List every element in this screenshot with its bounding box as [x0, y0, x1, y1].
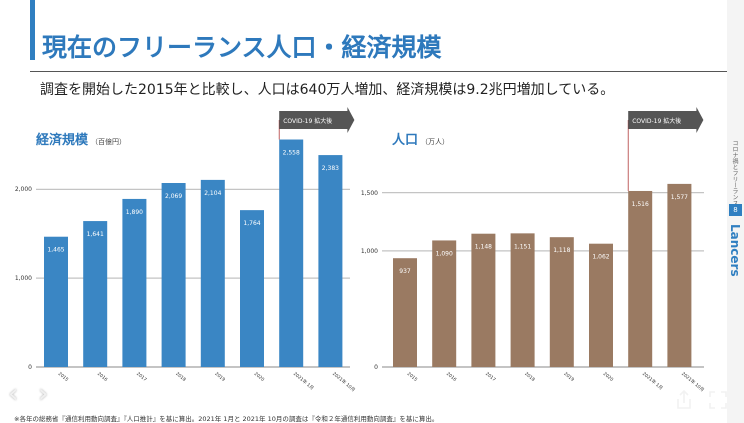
economy-bar [44, 236, 68, 367]
population-x-tick-label: 2017 [484, 371, 497, 383]
population-x-tick-label: 2019 [563, 371, 576, 383]
economy-value-label: 1,641 [87, 231, 104, 238]
population-chart-title-text: 人口 [392, 133, 419, 148]
economy-bar [200, 179, 225, 367]
slide: 現在のフリーランス人口・経済規模 調査を開始した2015年と比較し、人口は640… [0, 0, 727, 423]
page-title: 現在のフリーランス人口・経済規模 [42, 33, 442, 62]
population-bar [628, 190, 653, 367]
side-caption: コロナ禍とフリーランス [731, 140, 738, 206]
title-accent-bar [30, 0, 35, 60]
economy-value-label: 2,104 [204, 190, 221, 197]
population-bar [432, 240, 457, 367]
population-chart-unit: （万人） [421, 138, 450, 146]
economy-bar [83, 221, 108, 367]
economy-covid-label: COVID-19 拡大後 [283, 117, 332, 125]
population-y-tick-label: 0 [374, 364, 378, 371]
economy-chart-title-text: 経済規模 [36, 133, 89, 148]
economy-bar-chart: 01,0002,0001,46520151,64120161,89020172,… [15, 107, 357, 393]
population-covid-label: COVID-19 拡大後 [632, 117, 681, 125]
population-bar [393, 258, 417, 367]
population-bar [510, 233, 535, 367]
population-bar [471, 233, 496, 367]
economy-bar [122, 198, 147, 367]
population-value-label: 1,090 [436, 250, 453, 257]
population-y-tick-label: 1,500 [361, 190, 378, 197]
economy-bar [161, 183, 186, 367]
page-number-badge: 8 [729, 204, 742, 216]
share-button[interactable] [672, 388, 696, 412]
population-covid-arrow [628, 107, 704, 133]
economy-value-label: 2,383 [322, 165, 339, 172]
population-x-tick-label: 2020 [602, 371, 615, 383]
population-chart-title: 人口 （万人） [392, 129, 449, 148]
population-bar [549, 237, 574, 367]
page-subtitle: 調査を開始した2015年と比較し、人口は640万人増加、経済規模は9.2兆円増加… [40, 82, 615, 98]
economy-value-label: 1,890 [126, 209, 143, 216]
population-bar [589, 243, 613, 367]
fullscreen-button[interactable] [706, 388, 730, 412]
economy-value-label: 2,069 [165, 193, 182, 200]
title-divider [30, 71, 727, 72]
population-value-label: 937 [399, 268, 411, 275]
population-value-label: 1,577 [671, 194, 688, 201]
footnote: ※各年の総務省『通信利用動向調査』『人口推計』を基に算出。2021年 1月と 2… [14, 415, 439, 423]
population-x-tick-label: 2021年 1月 [641, 370, 664, 391]
economy-chart-title: 経済規模 （百億円） [36, 129, 126, 148]
prev-slide-button[interactable]: ‹ [8, 381, 18, 407]
economy-y-tick-label: 2,000 [15, 186, 32, 193]
population-value-label: 1,516 [632, 201, 649, 208]
next-slide-button[interactable]: › [38, 381, 48, 407]
population-y-tick-label: 1,000 [361, 248, 378, 255]
chevron-right-icon: › [38, 379, 49, 409]
fullscreen-icon [709, 391, 727, 409]
economy-value-label: 2,558 [283, 150, 300, 157]
brand-logo: Lancers [728, 224, 742, 277]
economy-bar [240, 210, 264, 367]
population-bar [667, 183, 692, 367]
chevron-left-icon: ‹ [8, 379, 19, 409]
population-value-label: 1,148 [475, 244, 492, 251]
economy-value-label: 1,465 [47, 247, 64, 254]
economy-chart-unit: （百億円） [91, 138, 127, 146]
economy-y-tick-label: 0 [28, 364, 32, 371]
population-value-label: 1,062 [592, 254, 609, 261]
share-icon [677, 389, 691, 409]
economy-value-label: 1,764 [243, 220, 260, 227]
population-bar-chart: 0 1,000 1,500 937 2015 1,090 2016 1,148 2017 1,15… [361, 107, 706, 393]
economy-bar [279, 139, 304, 367]
economy-y-tick-label: 1,000 [15, 275, 32, 282]
population-x-tick-label: 2015 [406, 371, 419, 383]
population-value-label: 1,151 [514, 243, 531, 250]
population-x-tick-label: 2016 [445, 371, 458, 383]
economy-covid-arrow [279, 107, 355, 133]
economy-bar [318, 155, 343, 367]
population-value-label: 1,118 [553, 247, 570, 254]
population-x-tick-label: 2018 [523, 371, 536, 383]
